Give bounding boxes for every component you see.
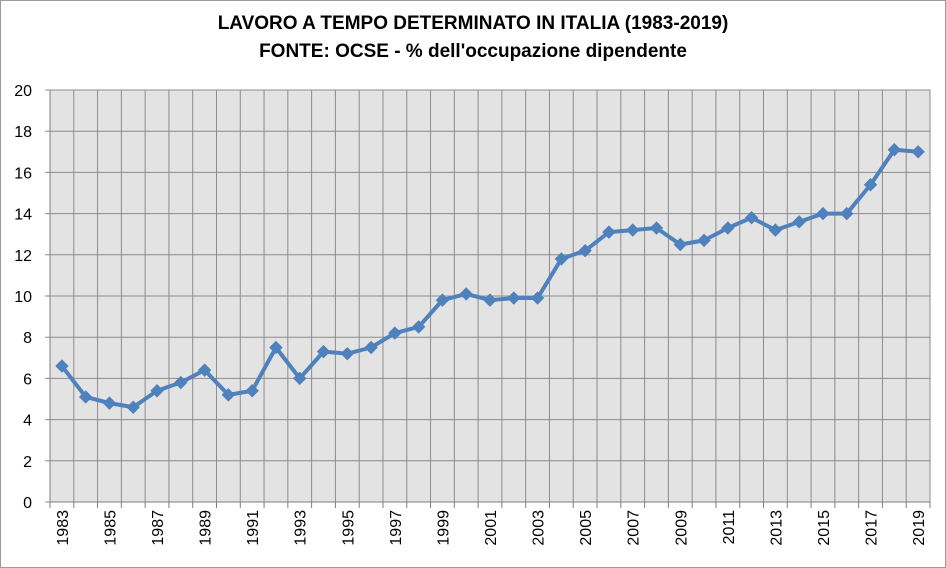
data-point-marker: [150, 384, 164, 398]
data-point-marker: [340, 346, 355, 361]
data-point-marker: [483, 293, 497, 307]
x-tick-label: 2007: [626, 510, 643, 546]
x-tick-label: 1985: [102, 510, 119, 546]
x-tick-label: 1997: [388, 510, 405, 546]
data-point-marker: [792, 215, 806, 229]
data-point-marker: [863, 178, 878, 192]
data-point-marker: [364, 340, 378, 355]
data-point-marker: [673, 237, 687, 252]
data-point-marker: [744, 211, 759, 225]
data-point-marker: [721, 221, 735, 235]
chart-title: LAVORO A TEMPO DETERMINATO IN ITALIA (19…: [217, 13, 729, 34]
y-tick-label: 0: [23, 495, 32, 512]
x-tick-label: 2003: [531, 510, 548, 546]
y-tick-label: 2: [23, 454, 32, 471]
y-tick-label: 6: [23, 371, 32, 388]
data-point-marker: [102, 396, 117, 410]
data-point-marker: [435, 293, 450, 307]
data-point-marker: [78, 390, 93, 404]
y-tick-label: 16: [14, 165, 32, 182]
data-point-marker: [388, 326, 402, 340]
y-tick-label: 14: [14, 207, 32, 224]
data-point-marker: [55, 359, 69, 373]
y-tick-label: 20: [14, 83, 32, 100]
x-tick-label: 2001: [483, 510, 500, 546]
x-tick-label: 1991: [245, 510, 262, 546]
y-tick-label: 4: [23, 413, 32, 430]
data-point-marker: [578, 243, 592, 258]
data-point-marker: [221, 388, 236, 402]
x-tick-label: 2009: [673, 510, 690, 546]
data-point-marker: [126, 400, 140, 414]
data-point-marker: [887, 143, 902, 157]
data-point-marker: [459, 287, 473, 301]
y-tick-label: 12: [14, 248, 32, 265]
data-point-marker: [625, 223, 640, 237]
y-tick-label: 18: [14, 124, 32, 141]
data-point-marker: [911, 145, 925, 159]
x-tick-label: 2019: [911, 510, 928, 546]
y-tick-label: 8: [23, 330, 32, 347]
x-tick-label: 1999: [435, 510, 452, 546]
data-point-marker: [245, 384, 259, 398]
y-tick-label: 10: [14, 289, 32, 306]
x-tick-label: 2011: [721, 510, 738, 545]
data-point-marker: [840, 206, 854, 221]
data-point-marker: [554, 252, 569, 266]
x-tick-label: 1989: [198, 510, 215, 546]
data-point-marker: [316, 344, 331, 359]
data-point-marker: [174, 375, 188, 390]
x-tick-label: 2017: [864, 510, 881, 546]
data-point-marker: [649, 221, 664, 235]
data-point-marker: [768, 223, 783, 237]
data-point-marker: [507, 291, 521, 305]
x-tick-label: 1983: [55, 510, 72, 546]
x-tick-label: 1993: [293, 510, 310, 546]
data-point-marker: [197, 363, 212, 377]
chart-subtitle: FONTE: OCSE - % dell'occupazione dipende…: [259, 41, 687, 62]
x-tick-label: 1987: [150, 510, 167, 546]
data-point-marker: [269, 340, 283, 355]
x-tick-label: 2015: [816, 510, 833, 546]
x-tick-label: 2013: [768, 510, 785, 546]
chart-title-block: LAVORO A TEMPO DETERMINATO IN ITALIA (19…: [0, 10, 946, 66]
data-point-marker: [816, 206, 830, 221]
data-point-marker: [602, 225, 616, 239]
x-tick-label: 1995: [340, 510, 357, 546]
data-point-marker: [697, 233, 711, 248]
data-point-marker: [411, 320, 426, 334]
x-tick-label: 2005: [578, 510, 595, 546]
data-point-marker: [293, 371, 307, 386]
data-point-marker: [530, 291, 545, 305]
